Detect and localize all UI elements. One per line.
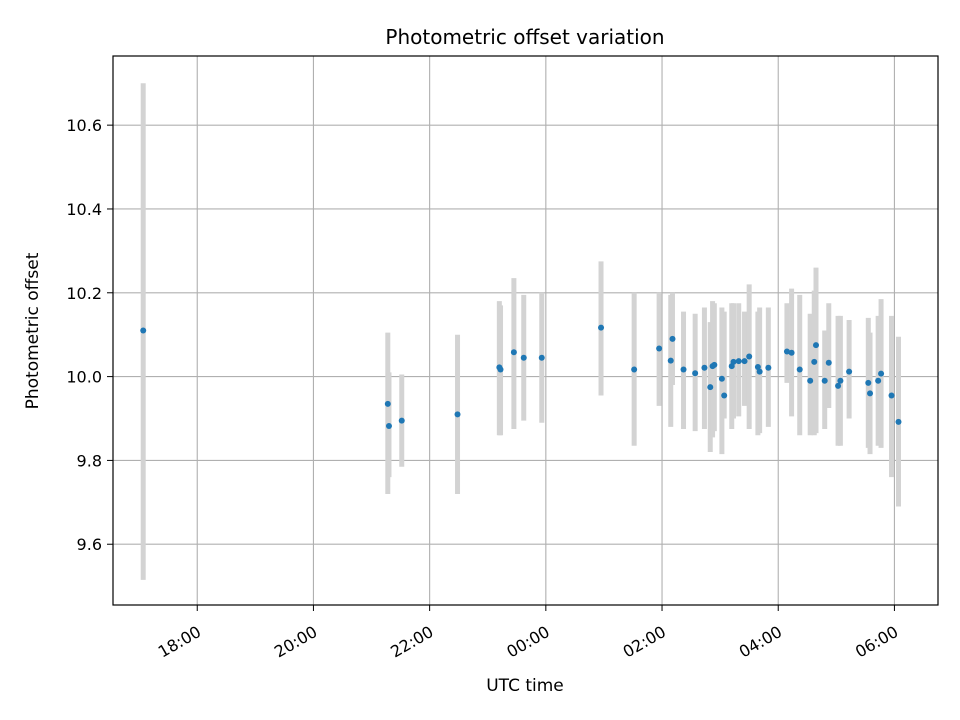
x-tick-label: 02:00 (620, 622, 669, 662)
error-bars (140, 83, 901, 580)
y-axis-label: Photometric offset (23, 252, 43, 409)
y-tick-label: 10.2 (66, 284, 102, 303)
data-point (510, 349, 517, 356)
x-tick-label: 18:00 (155, 622, 204, 662)
data-point (692, 370, 699, 377)
data-point (888, 392, 895, 399)
data-point (701, 364, 708, 371)
data-point (812, 342, 819, 349)
data-point (807, 377, 814, 384)
data-point (631, 366, 638, 373)
data-point (454, 411, 461, 418)
data-point (669, 335, 676, 342)
data-point (741, 358, 748, 365)
data-point (680, 366, 687, 373)
data-point (865, 379, 872, 386)
data-point (520, 354, 527, 361)
x-tick-label: 06:00 (852, 622, 901, 662)
data-point (718, 375, 725, 382)
data-point (895, 418, 902, 425)
plot-frame (112, 55, 939, 606)
y-tick-label: 9.8 (77, 451, 102, 470)
x-tick-label: 22:00 (387, 622, 436, 662)
data-point (598, 324, 605, 331)
chart-title: Photometric offset variation (385, 25, 664, 49)
data-point (384, 400, 391, 407)
y-tick-label: 10.6 (66, 116, 102, 135)
data-point (811, 358, 818, 365)
data-point (825, 359, 832, 366)
x-tick-label: 20:00 (271, 622, 320, 662)
data-point (788, 349, 795, 356)
data-point (746, 353, 753, 360)
data-point (707, 384, 714, 391)
y-tick-label: 10.0 (66, 368, 102, 387)
data-point (796, 366, 803, 373)
data-point (730, 358, 737, 365)
data-point (837, 377, 844, 384)
data-point (878, 370, 885, 377)
y-tick-label: 10.4 (66, 200, 102, 219)
data-point (846, 368, 853, 375)
data-point (754, 363, 761, 370)
data-point (385, 423, 392, 430)
data-point (875, 377, 882, 384)
data-point (783, 348, 790, 355)
y-axis: 9.6 9.8 10.0 10.2 10.4 10.6 (66, 116, 113, 554)
data-point (497, 366, 504, 373)
y-tick-label: 9.6 (77, 535, 102, 554)
data-point (667, 357, 674, 364)
data-point (835, 382, 842, 389)
data-point (765, 364, 772, 371)
data-point (656, 345, 663, 352)
x-axis: 18:00 20:00 22:00 00:00 02:00 04:00 06:00 (155, 605, 901, 662)
data-point (711, 361, 718, 368)
data-point (398, 417, 405, 424)
data-point (735, 358, 742, 365)
data-point (867, 390, 874, 397)
data-point (538, 354, 545, 361)
data-point (721, 392, 728, 399)
data-point (756, 368, 763, 375)
x-tick-label: 04:00 (736, 622, 785, 662)
data-point (821, 377, 828, 384)
x-axis-label: UTC time (486, 676, 564, 696)
data-point (140, 327, 147, 334)
data-points (140, 324, 902, 430)
x-tick-label: 00:00 (503, 622, 552, 662)
